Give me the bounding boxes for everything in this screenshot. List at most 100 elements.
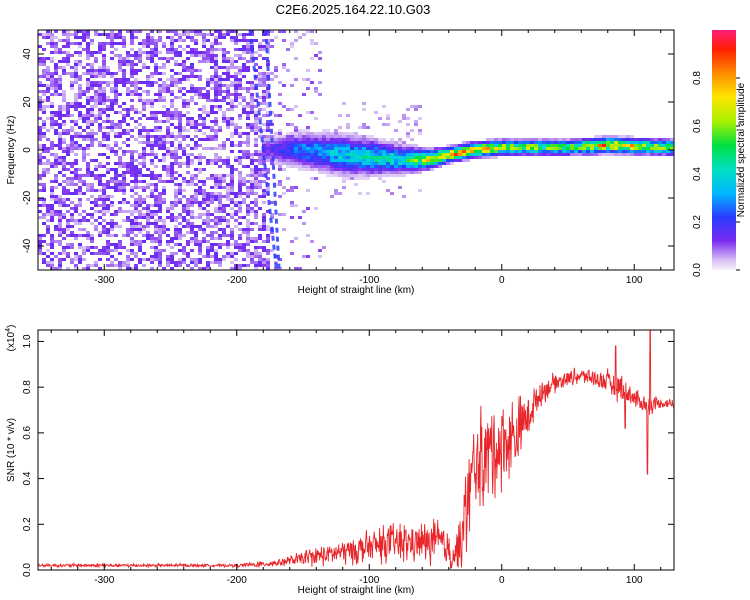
heatmap-cell bbox=[202, 36, 206, 39]
heatmap-cell bbox=[118, 69, 122, 72]
heatmap-cell bbox=[234, 105, 238, 108]
heatmap-cell bbox=[118, 93, 122, 96]
heatmap-cell bbox=[314, 153, 318, 156]
heatmap-cell bbox=[158, 174, 162, 177]
heatmap-cell bbox=[358, 162, 362, 165]
x-tick-label: -100 bbox=[359, 275, 379, 286]
heatmap-cell bbox=[206, 54, 210, 57]
heatmap-cell bbox=[190, 237, 194, 240]
heatmap-cell bbox=[182, 69, 186, 72]
heatmap-cell bbox=[106, 210, 110, 213]
heatmap-cell bbox=[362, 159, 366, 162]
heatmap-cell bbox=[50, 153, 54, 156]
heatmap-cell bbox=[150, 84, 154, 87]
heatmap-cell bbox=[174, 30, 178, 33]
heatmap-cell bbox=[254, 51, 258, 54]
heatmap-cell bbox=[658, 147, 662, 150]
heatmap-cell bbox=[86, 213, 90, 216]
heatmap-cell bbox=[246, 33, 250, 36]
heatmap-cell bbox=[262, 30, 266, 33]
heatmap-cell bbox=[582, 147, 586, 150]
heatmap-cell bbox=[98, 111, 102, 114]
heatmap-cell bbox=[362, 150, 366, 153]
heatmap-cell bbox=[218, 195, 222, 198]
heatmap-cell bbox=[58, 264, 62, 267]
heatmap-cell bbox=[62, 168, 66, 171]
heatmap-cell bbox=[278, 132, 282, 135]
heatmap-cell bbox=[466, 159, 470, 162]
heatmap-cell bbox=[222, 66, 226, 69]
heatmap-cell bbox=[594, 153, 598, 156]
heatmap-cell bbox=[62, 213, 66, 216]
y-tick-label: -40 bbox=[22, 238, 33, 253]
heatmap-cell bbox=[230, 174, 234, 177]
heatmap-cell bbox=[294, 204, 298, 207]
heatmap-cell bbox=[166, 171, 170, 174]
heatmap-cell bbox=[258, 84, 262, 87]
heatmap-cell bbox=[506, 138, 510, 141]
heatmap-cell bbox=[202, 132, 206, 135]
heatmap-cell bbox=[170, 258, 174, 261]
heatmap-cell bbox=[398, 150, 402, 153]
heatmap-cell bbox=[70, 171, 74, 174]
heatmap-cell bbox=[202, 240, 206, 243]
heatmap-cell bbox=[134, 219, 138, 222]
heatmap-cell bbox=[202, 180, 206, 183]
heatmap-cell bbox=[78, 75, 82, 78]
heatmap-cell bbox=[250, 126, 254, 129]
heatmap-cell bbox=[226, 78, 230, 81]
heatmap-cell bbox=[226, 162, 230, 165]
heatmap-cell bbox=[86, 186, 90, 189]
heatmap-cell bbox=[378, 141, 382, 144]
heatmap-cell bbox=[214, 162, 218, 165]
heatmap-cell bbox=[222, 234, 226, 237]
heatmap-cell bbox=[126, 57, 130, 60]
heatmap-cell bbox=[114, 189, 118, 192]
heatmap-cell bbox=[122, 165, 126, 168]
heatmap-cell bbox=[70, 84, 74, 87]
heatmap-cell bbox=[226, 96, 230, 99]
heatmap-cell bbox=[198, 153, 202, 156]
heatmap-cell bbox=[90, 120, 94, 123]
heatmap-cell bbox=[38, 246, 42, 249]
heatmap-cell bbox=[538, 144, 542, 147]
heatmap-cell bbox=[90, 195, 94, 198]
heatmap-cell bbox=[310, 57, 314, 60]
heatmap-cell bbox=[142, 258, 146, 261]
heatmap-cell bbox=[642, 144, 646, 147]
heatmap-cell bbox=[218, 144, 222, 147]
heatmap-cell bbox=[170, 237, 174, 240]
heatmap-cell bbox=[410, 162, 414, 165]
heatmap-cell bbox=[82, 150, 86, 153]
heatmap-cell bbox=[70, 225, 74, 228]
heatmap-cell bbox=[186, 165, 190, 168]
heatmap-cell bbox=[118, 42, 122, 45]
heatmap-cell bbox=[666, 141, 670, 144]
heatmap-cell bbox=[258, 153, 262, 156]
heatmap-cell bbox=[166, 180, 170, 183]
heatmap-cell bbox=[94, 30, 98, 33]
heatmap-cell bbox=[94, 102, 98, 105]
heatmap-cell bbox=[294, 165, 298, 168]
heatmap-cell bbox=[478, 147, 482, 150]
heatmap-cell bbox=[486, 153, 490, 156]
heatmap-cell bbox=[62, 216, 66, 219]
heatmap-cell bbox=[82, 105, 86, 108]
heatmap-cell bbox=[82, 117, 86, 120]
heatmap-cell bbox=[102, 90, 106, 93]
heatmap-cell bbox=[274, 147, 278, 150]
heatmap-cell bbox=[330, 150, 334, 153]
heatmap-cell bbox=[210, 237, 214, 240]
heatmap-cell bbox=[406, 147, 410, 150]
heatmap-cell bbox=[306, 207, 310, 210]
heatmap-cell bbox=[230, 177, 234, 180]
heatmap-cell bbox=[222, 174, 226, 177]
heatmap-cell bbox=[282, 159, 286, 162]
heatmap-cell bbox=[194, 240, 198, 243]
heatmap-cell bbox=[154, 66, 158, 69]
heatmap-cell bbox=[222, 111, 226, 114]
y-tick-label: 40 bbox=[22, 48, 33, 60]
heatmap-cell bbox=[146, 42, 150, 45]
heatmap-cell bbox=[206, 234, 210, 237]
heatmap-cell bbox=[294, 156, 298, 159]
